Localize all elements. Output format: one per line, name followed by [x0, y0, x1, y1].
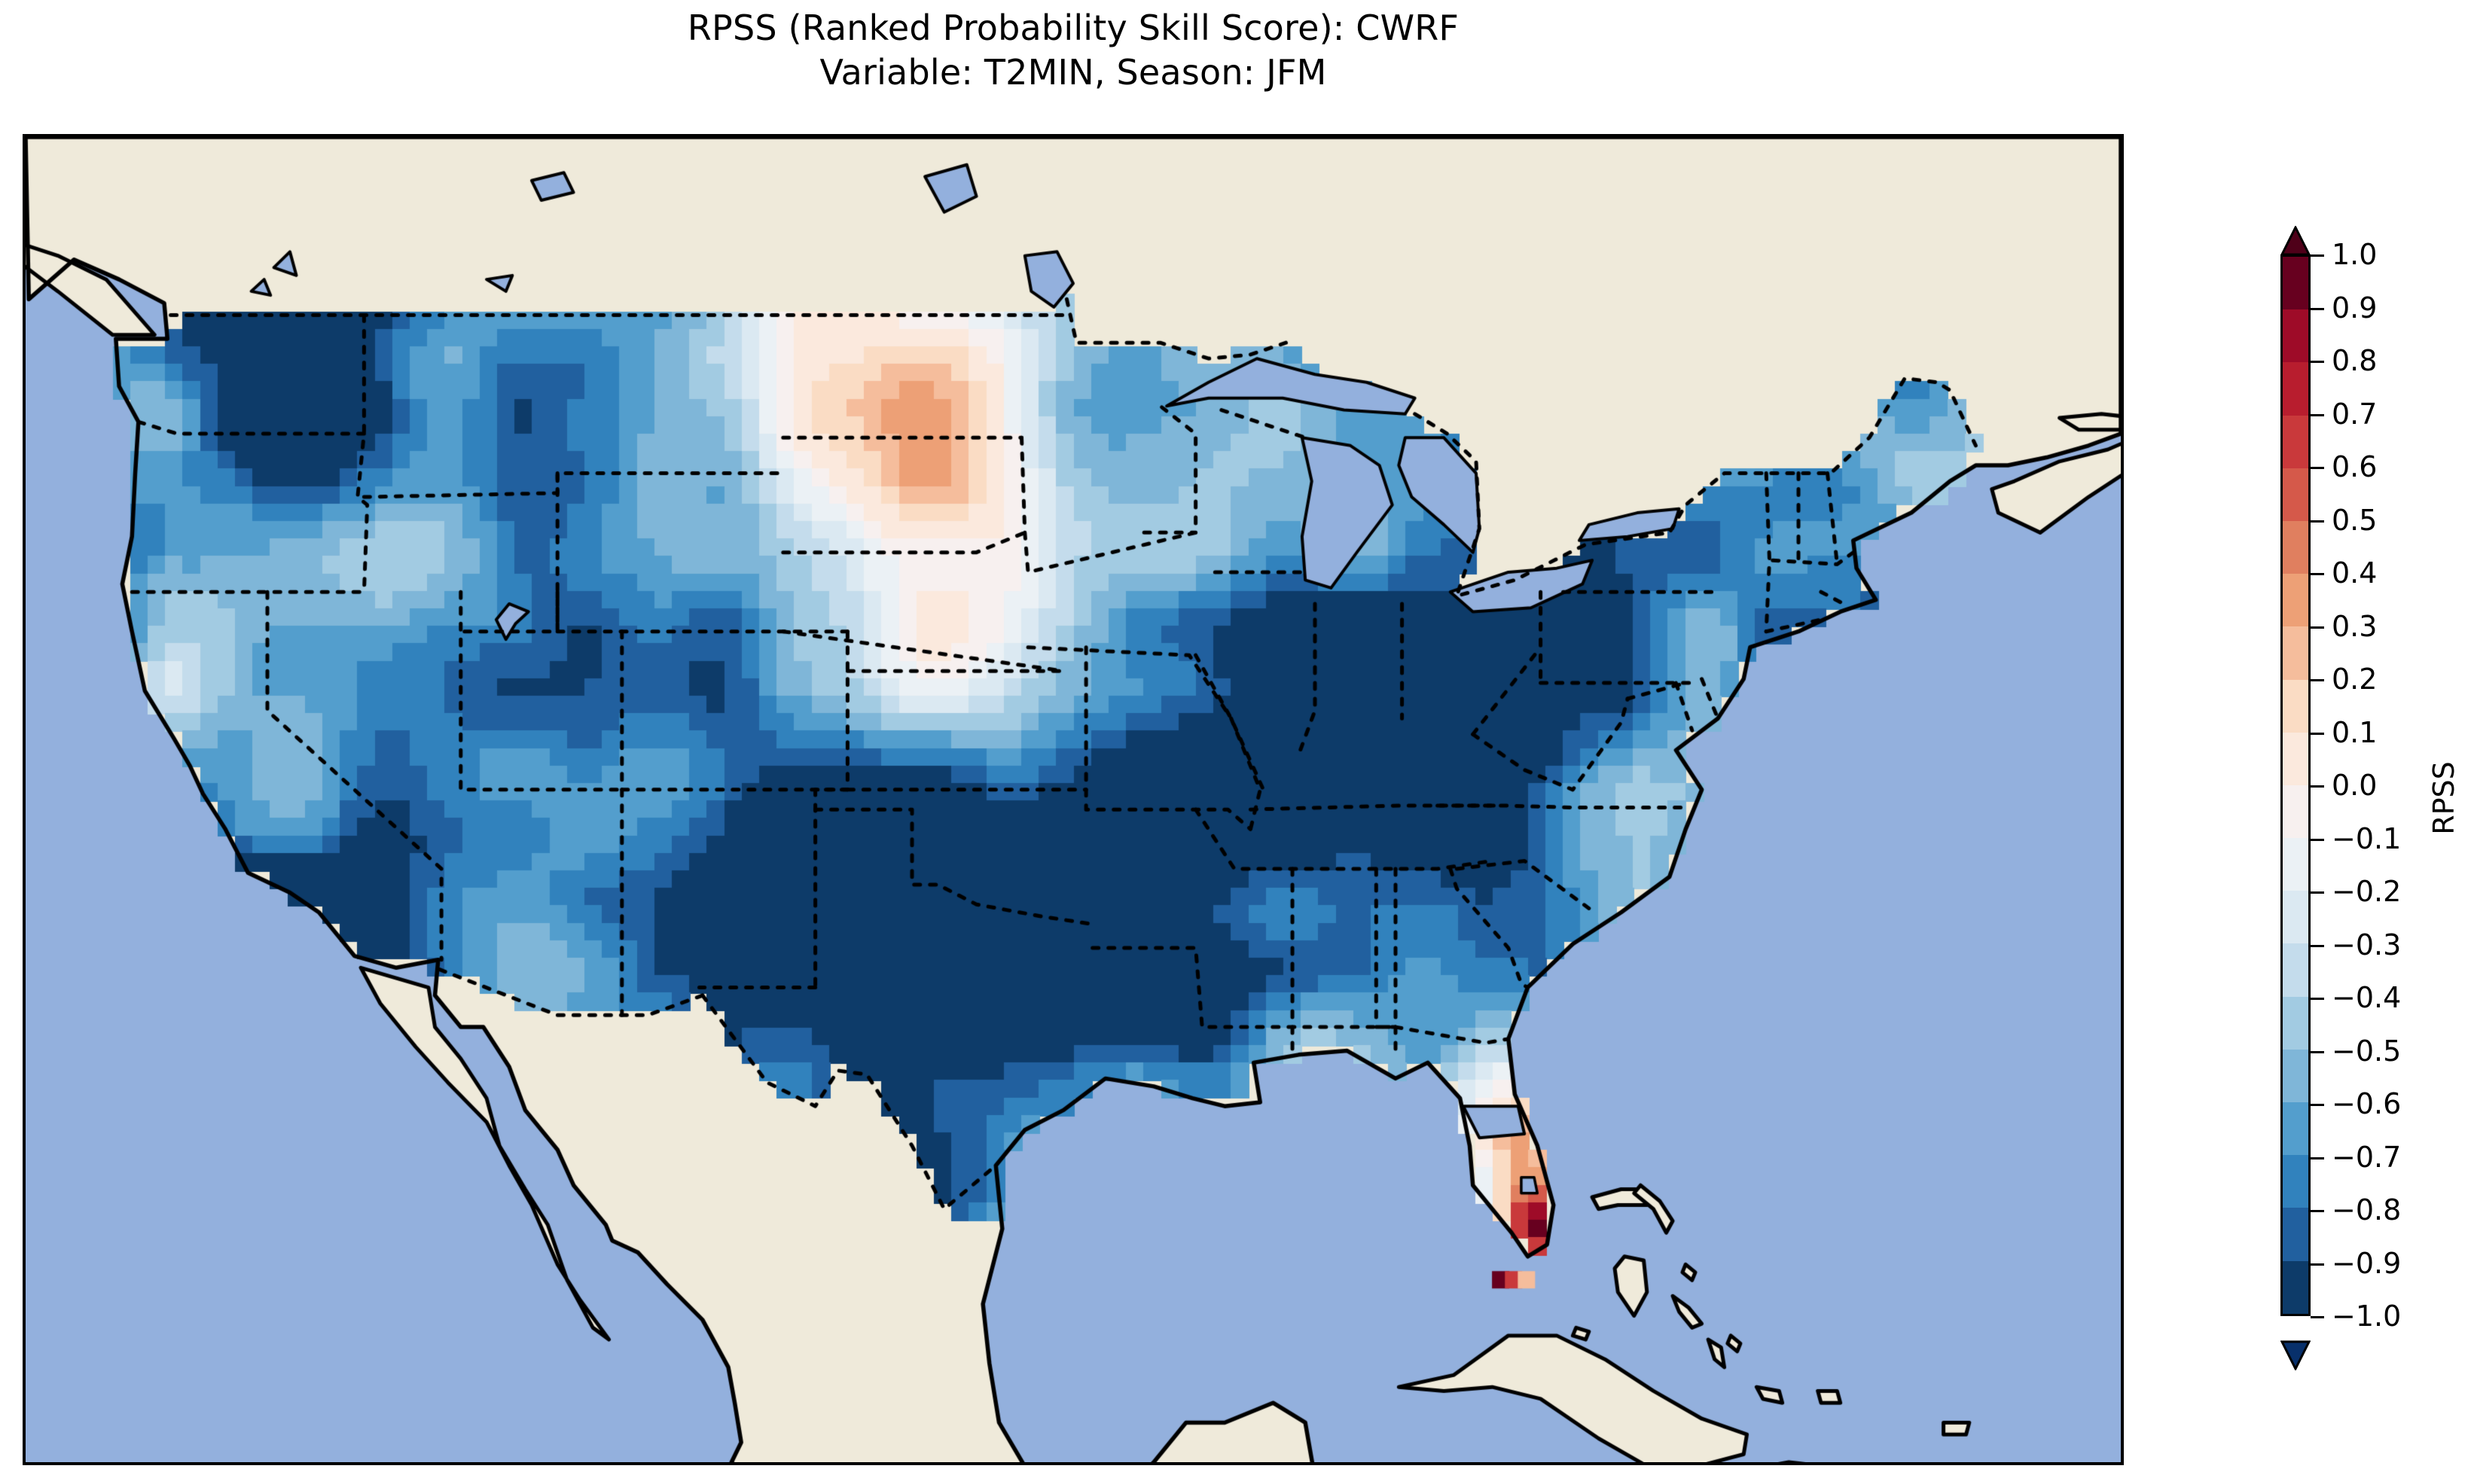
colorbar-tick-mark: [2311, 626, 2324, 629]
title-line-2: Variable: T2MIN, Season: JFM: [819, 51, 1327, 93]
colorbar-tick-mark: [2311, 679, 2324, 681]
colorbar-tick-label: 0.7: [2332, 397, 2378, 431]
colorbar-extend-arrow-top-icon: [2280, 226, 2311, 256]
colorbar-segment: [2283, 309, 2308, 363]
colorbar-tick-label: −0.7: [2332, 1140, 2402, 1174]
colorbar-segment: [2283, 574, 2308, 627]
colorbar-tick-label: −1.0: [2332, 1300, 2402, 1333]
colorbar-segment: [2283, 679, 2308, 733]
colorbar: 1.0 0.9 0.8 0.7 0.6 0.5 0.4 0.3 0.2 0.1 0.0 −0.1 −0.…: [2280, 226, 2469, 1370]
colorbar-segment: [2283, 362, 2308, 416]
colorbar-tick-label: 0.0: [2332, 769, 2378, 802]
colorbar-tick-mark: [2311, 891, 2324, 894]
colorbar-tick-label: 0.8: [2332, 344, 2378, 377]
colorbar-tick-label: −0.1: [2332, 821, 2402, 855]
colorbar-tick-label: −0.2: [2332, 875, 2402, 908]
colorbar-tick-label: 0.6: [2332, 450, 2378, 483]
colorbar-tick-label: −0.5: [2332, 1034, 2402, 1068]
colorbar-tick-label: 0.9: [2332, 291, 2378, 325]
map-panel: [23, 134, 2124, 1465]
colorbar-tick-label: 0.4: [2332, 556, 2378, 590]
colorbar-segment: [2283, 468, 2308, 521]
colorbar-tick-label: 0.1: [2332, 715, 2378, 749]
colorbar-segment: [2283, 732, 2308, 785]
colorbar-tick-label: −0.9: [2332, 1246, 2402, 1280]
colorbar-axis-label: RPSS: [2427, 761, 2460, 835]
colorbar-segment: [2283, 626, 2308, 680]
title-line-1: RPSS (Ranked Probability Skill Score): C…: [687, 8, 1460, 48]
colorbar-segment: [2283, 520, 2308, 574]
colorbar-tick-mark: [2311, 944, 2324, 947]
colorbar-tick-mark: [2311, 1263, 2324, 1266]
colorbar-segment: [2283, 785, 2308, 839]
colorbar-extend-arrow-bottom-icon: [2280, 1340, 2311, 1370]
colorbar-tick-mark: [2311, 732, 2324, 735]
colorbar-tick-label: 0.2: [2332, 663, 2378, 696]
colorbar-tick-label: −0.6: [2332, 1087, 2402, 1120]
colorbar-tick-mark: [2311, 413, 2324, 416]
colorbar-tick-mark: [2311, 573, 2324, 575]
colorbar-tick-mark: [2311, 467, 2324, 469]
colorbar-segment: [2283, 838, 2308, 891]
figure-title: RPSS (Ranked Probability Skill Score): C…: [0, 6, 2146, 95]
colorbar-tick-label: 0.5: [2332, 503, 2378, 537]
colorbar-gradient: [2280, 254, 2311, 1316]
colorbar-segment: [2283, 891, 2308, 944]
colorbar-segment: [2283, 1260, 2308, 1314]
colorbar-segment: [2283, 257, 2308, 310]
colorbar-tick-label: −0.4: [2332, 981, 2402, 1014]
colorbar-segment: [2283, 1049, 2308, 1102]
colorbar-tick-mark: [2311, 254, 2324, 257]
colorbar-segment: [2283, 1102, 2308, 1156]
colorbar-segment: [2283, 943, 2308, 997]
colorbar-tick-label: −0.3: [2332, 928, 2402, 961]
colorbar-tick-mark: [2311, 1210, 2324, 1212]
colorbar-tick-mark: [2311, 998, 2324, 1000]
colorbar-segment: [2283, 415, 2308, 468]
colorbar-tick-label: −0.8: [2332, 1193, 2402, 1227]
colorbar-segment: [2283, 996, 2308, 1050]
colorbar-tick-mark: [2311, 1156, 2324, 1159]
colorbar-tick-mark: [2311, 307, 2324, 310]
colorbar-ticks: 1.0 0.9 0.8 0.7 0.6 0.5 0.4 0.3 0.2 0.1 0.0 −0.1 −0.…: [2311, 238, 2461, 1333]
colorbar-tick-mark: [2311, 1050, 2324, 1053]
colorbar-tick-mark: [2311, 361, 2324, 363]
colorbar-tick-label: 1.0: [2332, 238, 2378, 271]
colorbar-tick-mark: [2311, 520, 2324, 523]
colorbar-tick-mark: [2311, 838, 2324, 841]
colorbar-segment: [2283, 1155, 2308, 1208]
colorbar-tick-label: 0.3: [2332, 609, 2378, 643]
colorbar-tick-mark: [2311, 1104, 2324, 1106]
colorbar-tick-mark: [2311, 785, 2324, 788]
rpss-heatmap-canvas: [26, 137, 2121, 1462]
colorbar-segment: [2283, 1208, 2308, 1261]
colorbar-tick-mark: [2311, 1316, 2324, 1318]
